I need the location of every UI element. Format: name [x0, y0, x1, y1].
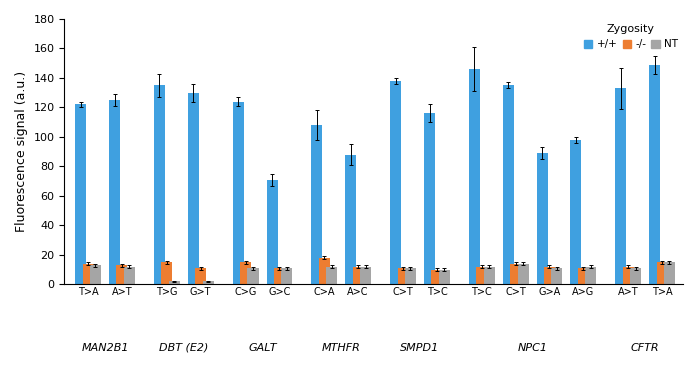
Bar — [124, 266, 135, 284]
Bar — [657, 262, 667, 284]
Bar — [544, 266, 555, 284]
Bar — [537, 153, 548, 284]
Bar — [319, 258, 330, 284]
Bar — [390, 81, 401, 284]
Text: SMPD1: SMPD1 — [401, 343, 440, 352]
Bar — [630, 268, 641, 284]
Bar — [424, 113, 435, 284]
Bar — [360, 266, 371, 284]
Bar — [75, 105, 87, 284]
Bar — [476, 266, 487, 284]
Bar — [232, 102, 244, 284]
Bar — [352, 266, 364, 284]
Text: CFTR: CFTR — [631, 343, 660, 352]
Bar — [398, 268, 408, 284]
Bar — [578, 268, 589, 284]
Bar — [267, 180, 278, 284]
Bar — [517, 264, 528, 284]
Bar — [484, 266, 495, 284]
Bar — [169, 281, 180, 284]
Bar — [274, 268, 285, 284]
Text: MTHFR: MTHFR — [322, 343, 361, 352]
Bar — [195, 268, 206, 284]
Bar — [326, 266, 337, 284]
Bar — [82, 264, 94, 284]
Text: GALT: GALT — [248, 343, 276, 352]
Bar — [503, 85, 514, 284]
Bar — [585, 266, 596, 284]
Text: DBT (E2): DBT (E2) — [159, 343, 209, 352]
Bar — [431, 269, 443, 284]
Bar — [551, 268, 563, 284]
Bar — [240, 262, 251, 284]
Text: NPC1: NPC1 — [518, 343, 547, 352]
Bar — [469, 69, 480, 284]
Bar — [664, 262, 675, 284]
Text: MAN2B1: MAN2B1 — [81, 343, 128, 352]
Bar — [311, 125, 322, 284]
Bar — [109, 100, 120, 284]
Bar — [616, 88, 626, 284]
Bar — [117, 265, 128, 284]
Bar — [439, 269, 450, 284]
Bar — [623, 266, 634, 284]
Bar — [405, 268, 416, 284]
Bar — [188, 93, 199, 284]
Legend: +/+, -/-, NT: +/+, -/-, NT — [584, 24, 678, 49]
Bar — [202, 281, 214, 284]
Bar — [247, 268, 258, 284]
Bar — [346, 155, 356, 284]
Bar — [649, 65, 660, 284]
Bar — [570, 140, 581, 284]
Bar — [161, 262, 172, 284]
Bar — [510, 264, 521, 284]
Y-axis label: Fluorescence signal (a.u.): Fluorescence signal (a.u.) — [15, 71, 28, 232]
Bar — [154, 85, 165, 284]
Bar — [281, 268, 292, 284]
Bar — [90, 265, 101, 284]
